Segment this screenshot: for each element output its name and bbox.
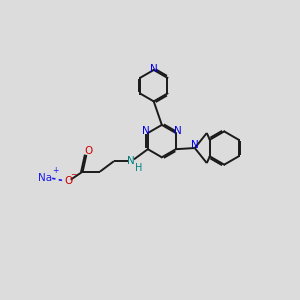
Text: −: − <box>70 170 76 179</box>
Text: H: H <box>135 163 142 173</box>
Text: N: N <box>150 64 158 74</box>
Text: N: N <box>174 126 182 136</box>
Text: O: O <box>64 176 73 186</box>
Text: +: + <box>52 167 59 176</box>
Text: N: N <box>127 156 135 166</box>
Text: N: N <box>191 140 199 150</box>
Text: Na: Na <box>38 173 52 183</box>
Text: N: N <box>142 126 150 136</box>
Text: O: O <box>84 146 92 156</box>
